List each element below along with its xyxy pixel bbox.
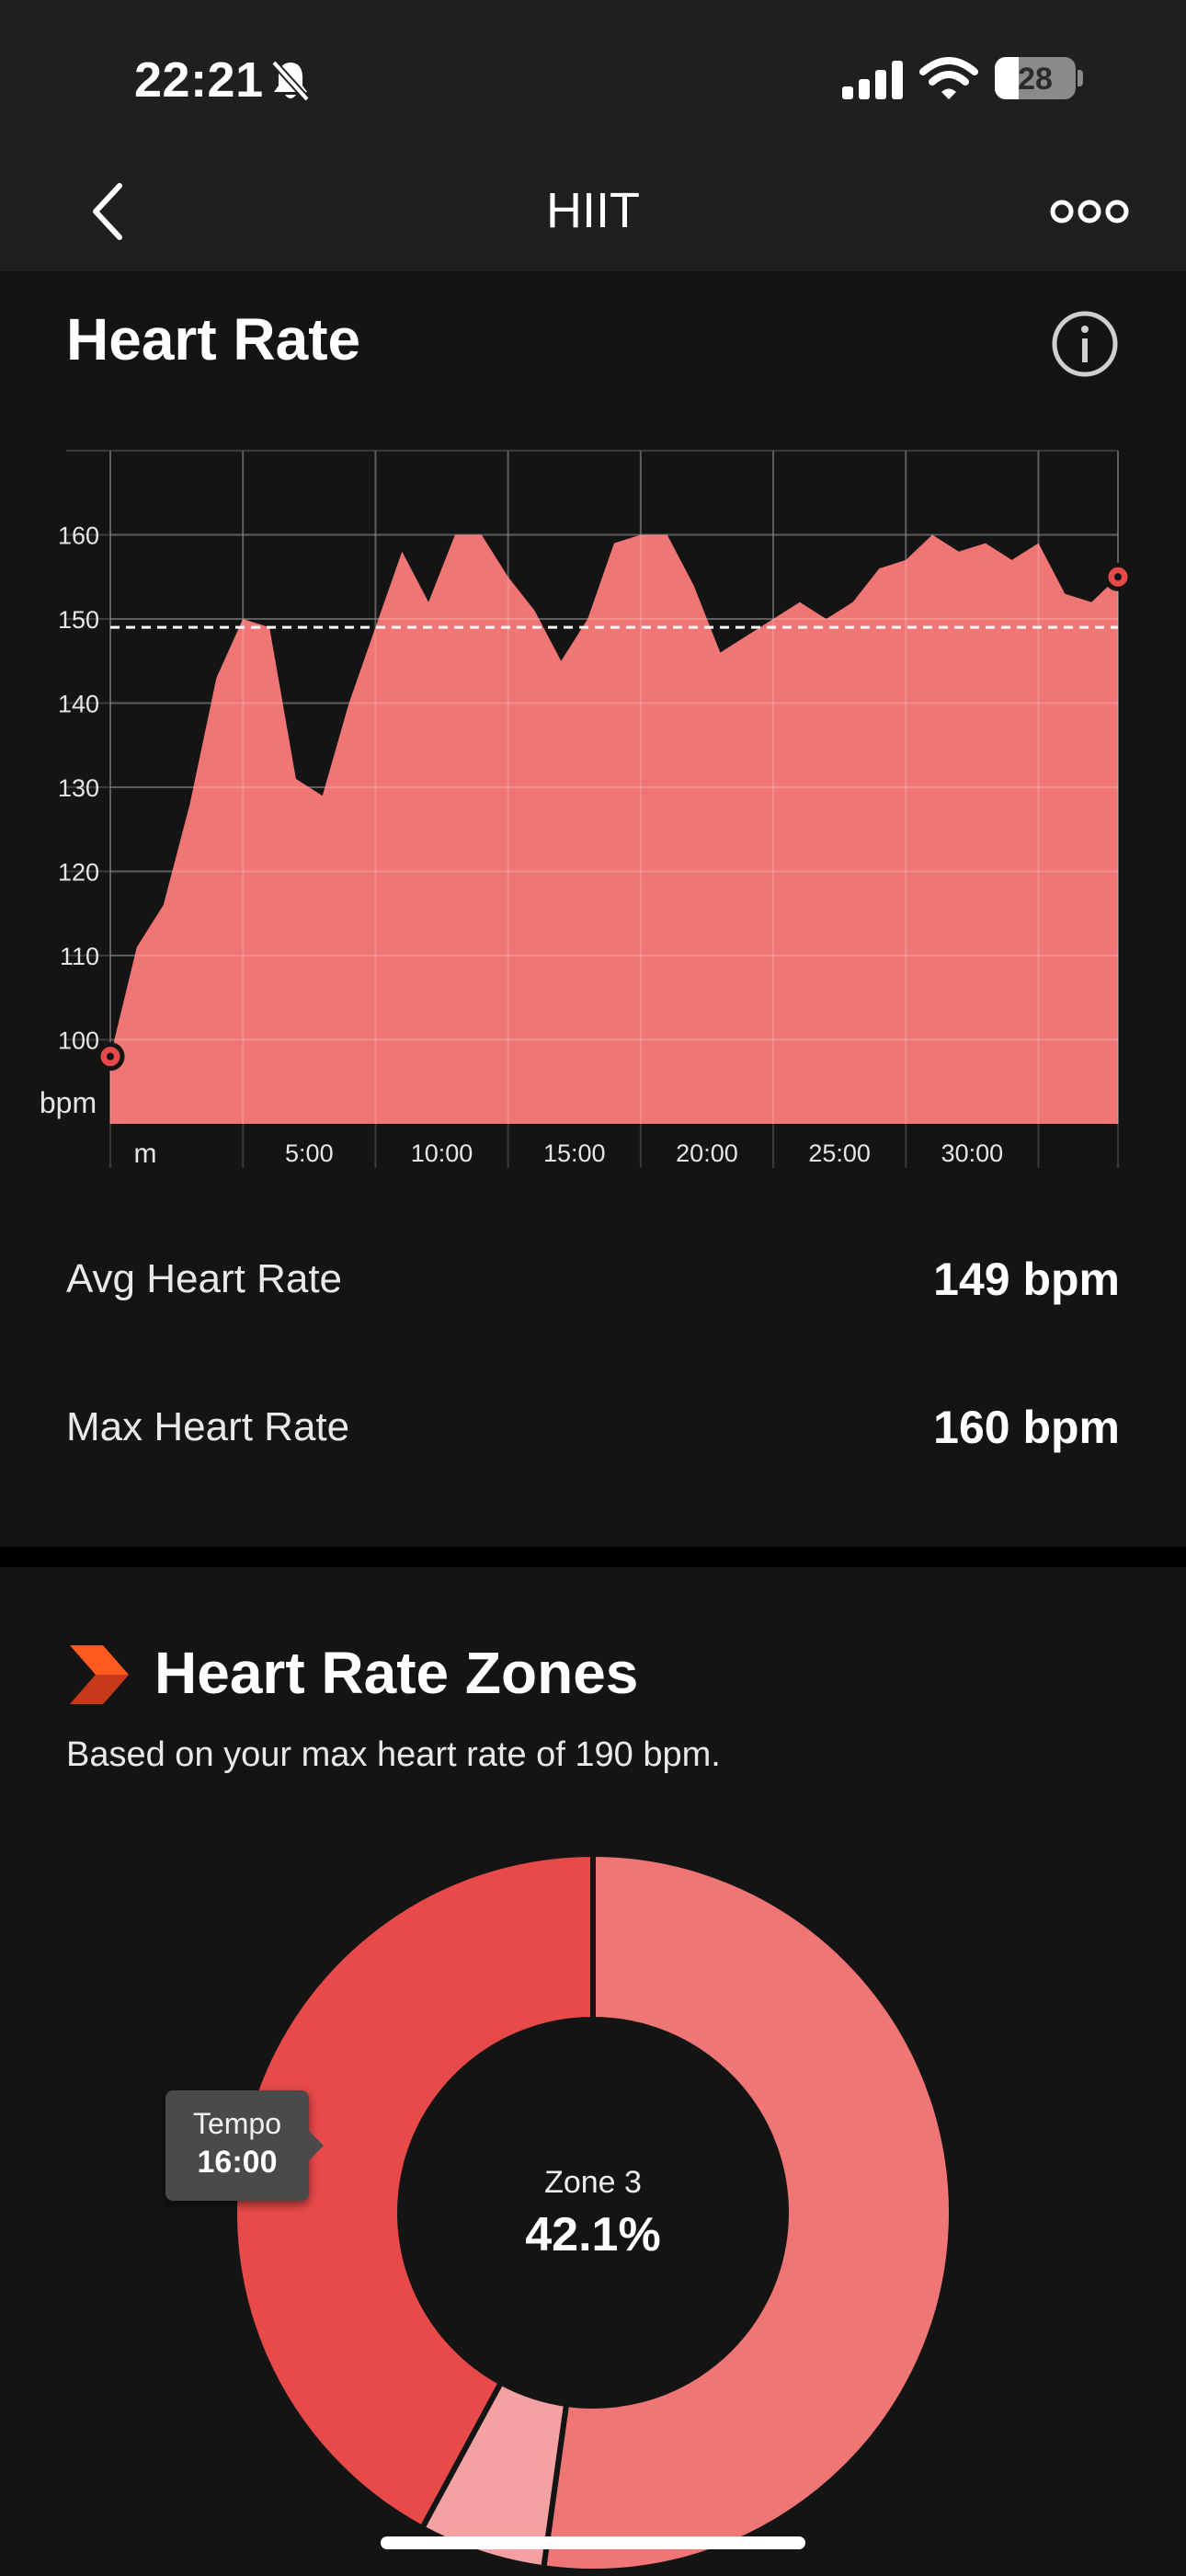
- wifi-icon: [919, 57, 978, 99]
- tooltip-value: 16:00: [197, 2145, 278, 2180]
- tooltip-label: Tempo: [192, 2107, 282, 2140]
- y-tick-label-2: 120: [58, 859, 99, 887]
- y-tick-label-4: 140: [58, 691, 99, 718]
- donut-hole: [402, 2021, 784, 2404]
- info-button[interactable]: [1051, 310, 1119, 378]
- donut-center-label: Zone 3: [544, 2165, 642, 2200]
- battery-icon: 28: [995, 57, 1076, 99]
- y-tick-label-3: 130: [58, 774, 99, 802]
- heart-rate-title: Heart Rate: [66, 306, 361, 372]
- donut-center-value: 42.1%: [525, 2208, 661, 2261]
- zones-subtitle: Based on your max heart rate of 190 bpm.: [66, 1735, 721, 1774]
- max-heart-rate-value: 160 bpm: [933, 1402, 1120, 1453]
- x-tick-label-4: 25:00: [808, 1139, 871, 1167]
- zones-chevron-icon: [66, 1642, 132, 1708]
- zones-donut-svg: [232, 1850, 954, 2574]
- nav-bar: HIIT: [0, 147, 1186, 271]
- heart-rate-chart-svg: 100 110 120 130 140 150 160 bpm m 5:00 10:00 15:00 2…: [40, 450, 1133, 1169]
- zones-donut-chart[interactable]: [0, 1839, 1186, 2574]
- end-marker-center: [1114, 573, 1122, 581]
- x-tick-label-0: 5:00: [285, 1139, 334, 1167]
- heart-rate-chart: 100 110 120 130 140 150 160 bpm m 5:00 10:00 15:00 2…: [0, 432, 1186, 1186]
- home-indicator[interactable]: [381, 2536, 805, 2549]
- start-marker-center: [107, 1052, 114, 1060]
- y-tick-label-1: 110: [60, 943, 99, 970]
- more-icon: [1050, 200, 1129, 223]
- silent-bell-icon: [271, 60, 310, 102]
- y-tick-label-5: 150: [58, 606, 99, 634]
- nav-title: HIIT: [546, 183, 640, 238]
- zone-slice-1: [540, 1850, 954, 2574]
- x-tick-label-2: 15:00: [543, 1139, 606, 1167]
- zone-slice-0: [232, 1850, 596, 2533]
- y-tick-label-0: 100: [58, 1027, 99, 1055]
- x-tick-label-3: 20:00: [676, 1139, 738, 1167]
- zones-title: Heart Rate Zones: [154, 1640, 639, 1706]
- signal-icon: [842, 61, 903, 99]
- back-button[interactable]: [83, 175, 138, 248]
- more-options-button[interactable]: [1039, 184, 1158, 239]
- chevron-left-icon: [93, 183, 122, 240]
- max-heart-rate-label: Max Heart Rate: [66, 1404, 350, 1449]
- y-axis-label: bpm: [40, 1086, 97, 1119]
- zone-tooltip: Tempo 16:00: [165, 2090, 324, 2201]
- x-tick-label-5: 30:00: [941, 1139, 1004, 1167]
- battery-level: 28: [1018, 62, 1053, 97]
- avg-heart-rate-value: 149 bpm: [933, 1254, 1120, 1305]
- section-divider: [0, 1547, 1186, 1567]
- status-bar: 22:21 28: [0, 0, 1186, 147]
- avg-heart-rate-label: Avg Heart Rate: [66, 1256, 343, 1301]
- y-tick-label-6: 160: [58, 522, 99, 550]
- heart-rate-area: [110, 534, 1118, 1124]
- info-icon: [1052, 311, 1118, 377]
- x-tick-label-1: 10:00: [411, 1139, 473, 1167]
- zone-slice-2: [418, 2378, 570, 2571]
- x-axis-label: m: [134, 1139, 157, 1169]
- status-time: 22:21: [134, 52, 264, 108]
- battery-cap: [1078, 70, 1083, 86]
